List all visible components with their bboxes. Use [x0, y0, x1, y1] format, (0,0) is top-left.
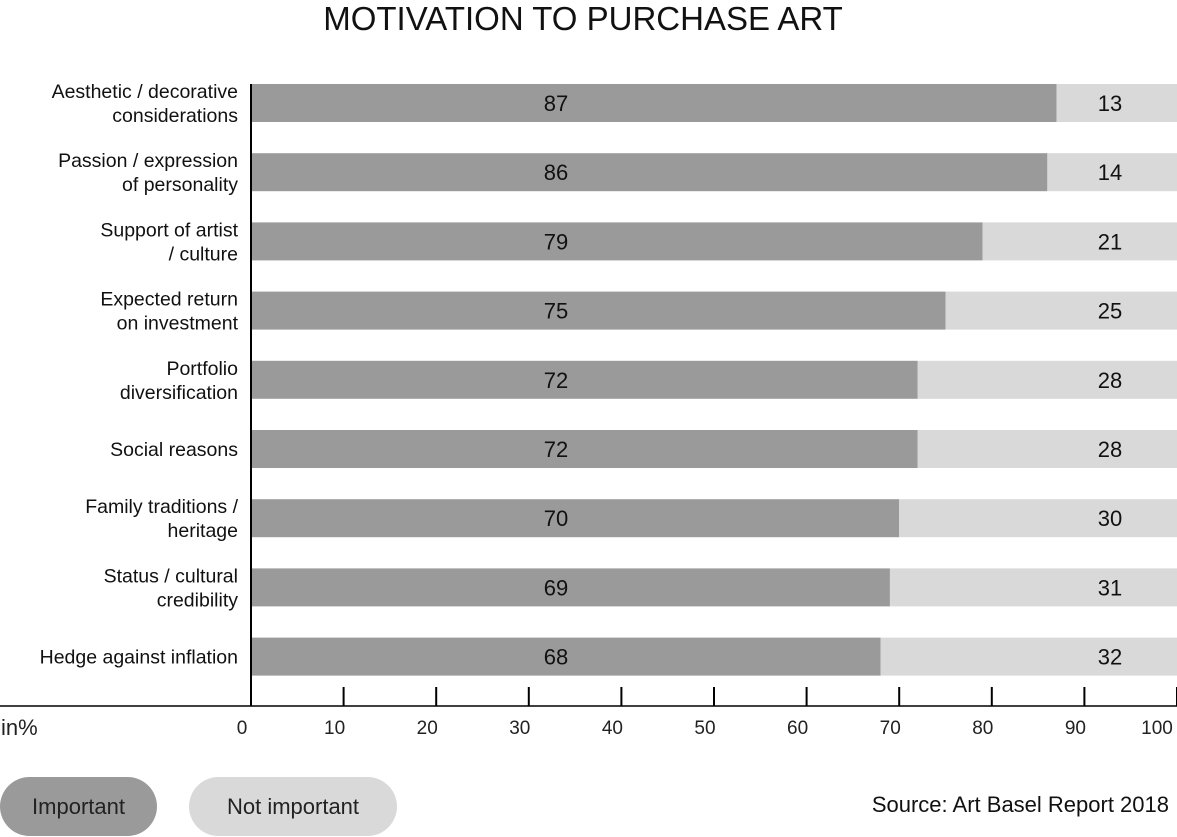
data-label-not-important-4: 25 — [1098, 299, 1122, 324]
x-tick-label-80: 80 — [972, 718, 993, 739]
category-label-line: Portfolio — [166, 358, 238, 380]
category-label-7: Family traditions / heritage — [85, 496, 238, 542]
data-label-important-3: 79 — [544, 229, 568, 254]
chart-title: MOTIVATION TO PURCHASE ART — [323, 0, 843, 37]
data-label-important-1: 87 — [544, 91, 568, 116]
category-label-line: considerations — [112, 105, 238, 127]
data-label-not-important-7: 30 — [1098, 506, 1122, 531]
data-label-not-important-1: 13 — [1098, 91, 1122, 116]
data-label-not-important-9: 32 — [1098, 645, 1122, 670]
category-label-4: Expected return on investment — [100, 289, 238, 335]
bar-important-3 — [251, 222, 983, 261]
x-tick-label-10: 10 — [324, 718, 345, 739]
data-label-important-2: 86 — [544, 160, 568, 185]
legend-label-not-important: Not important — [226, 793, 360, 819]
data-label-important-9: 68 — [544, 645, 568, 670]
bar-not-important-6 — [917, 430, 1177, 468]
bar-not-important-1 — [1056, 84, 1177, 122]
bar-not-important-5 — [917, 360, 1177, 399]
x-tick-label-90: 90 — [1065, 718, 1086, 739]
category-label-line: credibility — [157, 589, 239, 611]
x-tick-label-50: 50 — [694, 718, 715, 739]
legend-item-not-important: Not important — [189, 777, 397, 836]
legend-item-important: Important — [0, 777, 157, 836]
data-label-not-important-2: 14 — [1098, 160, 1122, 185]
category-label-line: Hedge against inflation — [40, 647, 238, 669]
category-label-line: Passion / expression — [58, 150, 238, 172]
category-label-2: Passion / expression of personality — [58, 150, 238, 196]
category-label-line: heritage — [168, 520, 238, 542]
bar-important-5 — [251, 360, 918, 399]
bar-important-9 — [251, 637, 881, 676]
data-label-important-8: 69 — [544, 575, 568, 600]
bar-not-important-9 — [880, 637, 1177, 676]
category-label-line: Support of artist — [100, 219, 238, 241]
x-tick-label-30: 30 — [509, 718, 530, 739]
category-label-line: Aesthetic / decorative — [52, 81, 238, 103]
data-label-not-important-3: 21 — [1098, 229, 1122, 254]
legend-label-important: Important — [32, 793, 125, 819]
data-label-important-6: 72 — [544, 437, 568, 462]
x-tick-label-20: 20 — [417, 718, 438, 739]
data-label-important-7: 70 — [544, 506, 568, 531]
data-label-not-important-6: 28 — [1098, 437, 1122, 462]
data-label-not-important-5: 28 — [1098, 368, 1122, 393]
category-label-line: / culture — [169, 243, 238, 265]
category-label-line: Expected return — [100, 289, 238, 311]
category-label-line: diversification — [120, 382, 238, 404]
data-label-important-4: 75 — [544, 299, 568, 324]
unit-label: in% — [1, 715, 38, 740]
bar-important-4 — [251, 291, 946, 330]
bar-not-important-3 — [982, 222, 1177, 261]
bar-not-important-4 — [945, 291, 1177, 330]
bar-not-important-7 — [899, 499, 1177, 538]
category-label-9: Hedge against inflation — [40, 647, 238, 669]
category-label-5: Portfolio diversification — [120, 358, 238, 404]
bar-important-1 — [251, 84, 1057, 122]
category-label-line: Status / cultural — [104, 565, 238, 587]
category-label-line: Family traditions / — [85, 496, 238, 518]
data-label-important-5: 72 — [544, 368, 568, 393]
category-label-6: Social reasons — [110, 439, 238, 461]
category-label-line: on investment — [117, 313, 239, 335]
category-label-8: Status / cultural credibility — [104, 565, 239, 611]
x-tick-label-0: 0 — [237, 718, 248, 739]
bar-not-important-2 — [1047, 153, 1177, 192]
bar-important-8 — [251, 568, 890, 607]
data-label-not-important-8: 31 — [1098, 575, 1122, 600]
bar-important-7 — [251, 499, 900, 538]
x-tick-label-60: 60 — [787, 718, 808, 739]
bar-important-2 — [251, 153, 1048, 192]
x-tick-label-40: 40 — [602, 718, 623, 739]
category-label-1: Aesthetic / decorative considerations — [52, 81, 239, 127]
x-tick-label-70: 70 — [880, 718, 901, 739]
category-label-line: Social reasons — [110, 439, 238, 461]
category-label-3: Support of artist / culture — [100, 219, 238, 265]
category-label-line: of personality — [122, 174, 238, 196]
x-tick-label-100: 100 — [1141, 718, 1173, 739]
source-note: Source: Art Basel Report 2018 — [871, 792, 1169, 817]
bar-not-important-8 — [889, 568, 1177, 607]
bar-important-6 — [251, 430, 918, 468]
